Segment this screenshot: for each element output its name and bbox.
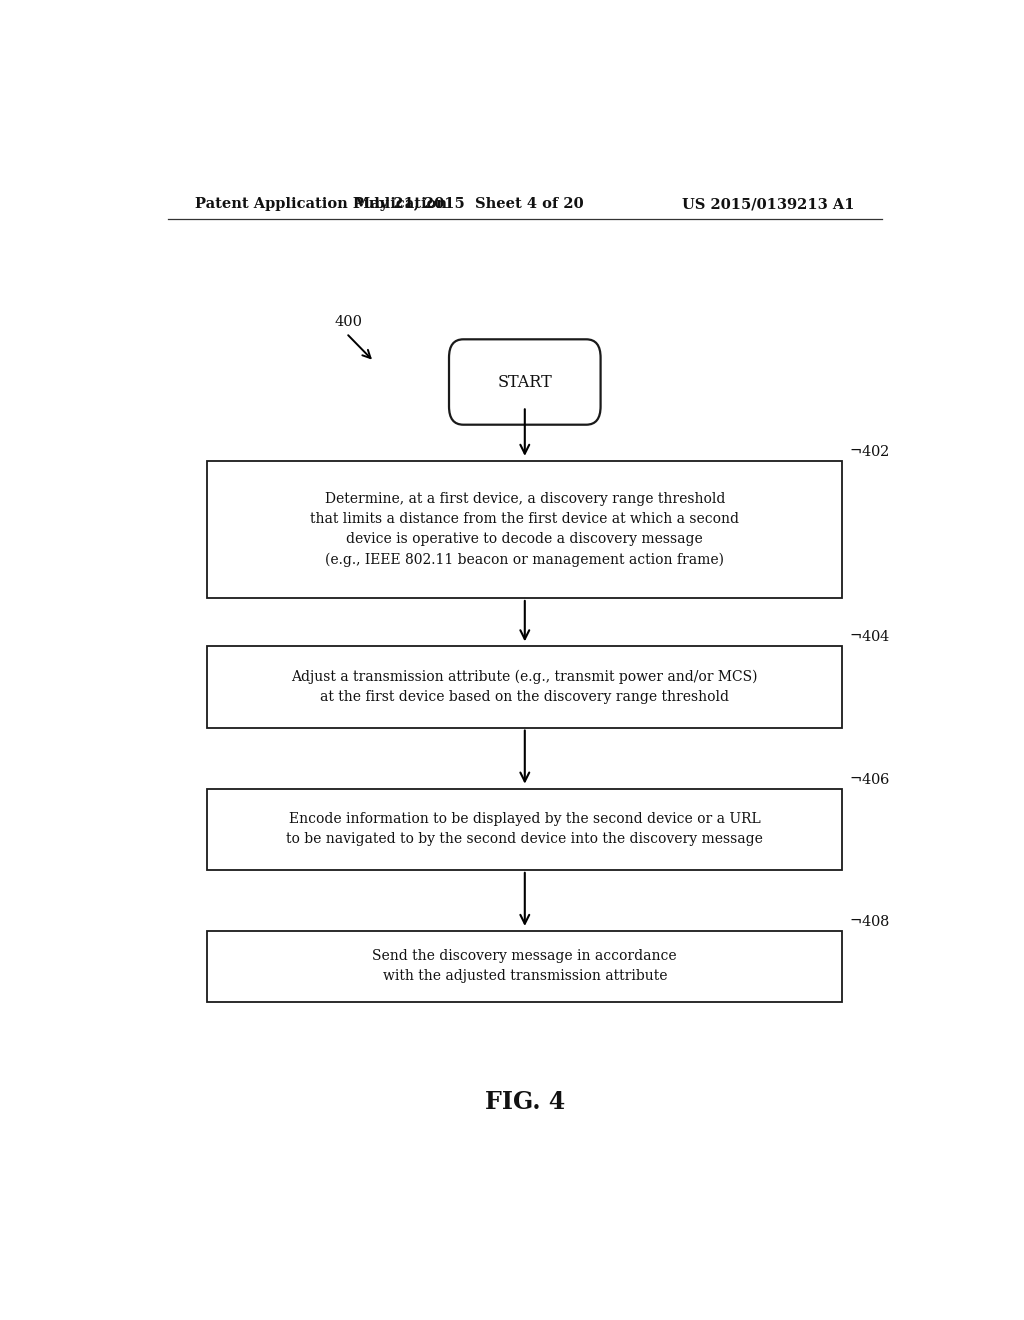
Text: Encode information to be displayed by the second device or a URL
to be navigated: Encode information to be displayed by th… (287, 812, 763, 846)
Bar (207, 647, 843, 727)
Text: FIG. 4: FIG. 4 (484, 1089, 565, 1114)
Text: $\neg$404: $\neg$404 (849, 630, 890, 644)
Bar (207, 931, 843, 1002)
Text: 400: 400 (334, 315, 362, 329)
Text: $\neg$402: $\neg$402 (849, 444, 889, 459)
Text: US 2015/0139213 A1: US 2015/0139213 A1 (682, 197, 854, 211)
Text: Send the discovery message in accordance
with the adjusted transmission attribut: Send the discovery message in accordance… (373, 949, 677, 983)
FancyBboxPatch shape (449, 339, 601, 425)
Bar (207, 461, 843, 598)
Text: $\neg$406: $\neg$406 (849, 771, 890, 787)
Text: Patent Application Publication: Patent Application Publication (196, 197, 447, 211)
Bar (207, 788, 843, 870)
Text: May 21, 2015  Sheet 4 of 20: May 21, 2015 Sheet 4 of 20 (354, 197, 584, 211)
Text: $\neg$408: $\neg$408 (849, 913, 890, 929)
Text: Determine, at a first device, a discovery range threshold
that limits a distance: Determine, at a first device, a discover… (310, 492, 739, 566)
Text: START: START (498, 374, 552, 391)
Text: Adjust a transmission attribute (e.g., transmit power and/or MCS)
at the first d: Adjust a transmission attribute (e.g., t… (292, 669, 758, 704)
